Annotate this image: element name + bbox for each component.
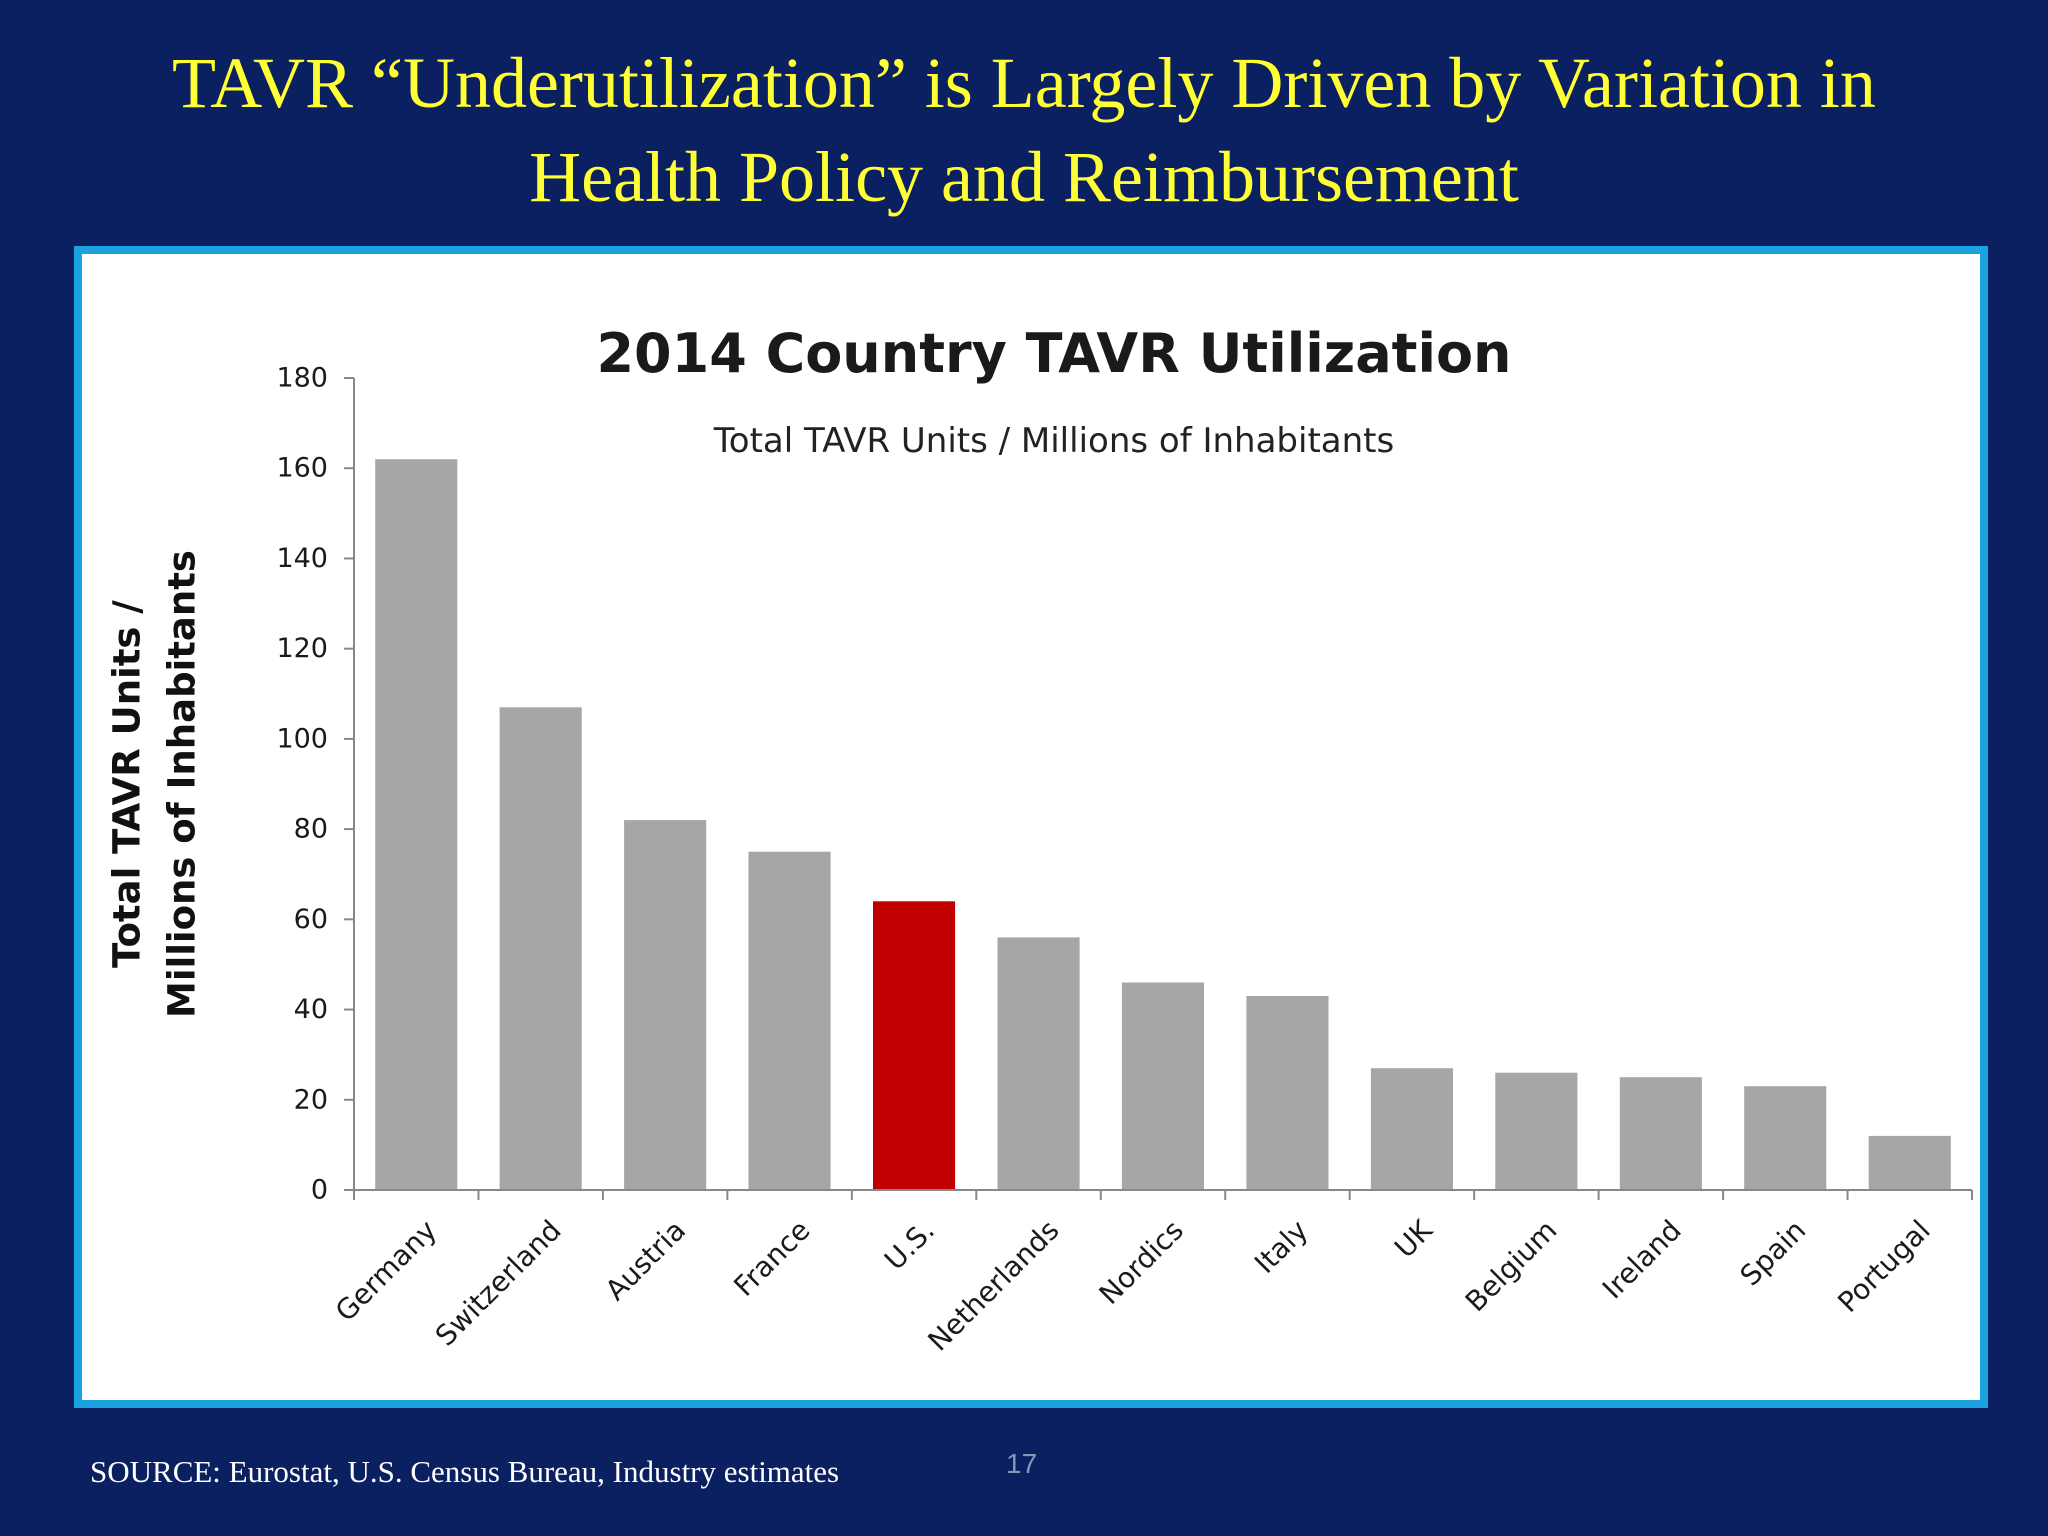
y-tick-label: 0 — [311, 1175, 328, 1206]
chart-frame: 2014 Country TAVR Utilization Total TAVR… — [74, 246, 1988, 1408]
source-note: SOURCE: Eurostat, U.S. Census Bureau, In… — [90, 1454, 840, 1489]
y-tick-label: 20 — [294, 1084, 328, 1115]
x-tick-label: Netherlands — [921, 1214, 1065, 1358]
y-tick-label: 100 — [276, 723, 328, 754]
bar-u-s — [873, 901, 956, 1190]
bar-ireland — [1619, 1077, 1702, 1190]
y-tick-label: 160 — [276, 453, 328, 484]
plot-area: 0 20 40 60 80 100 120 140 160 180 GermanySwitzerla… — [276, 363, 1973, 1358]
slide-number: 17 — [1006, 1448, 1038, 1479]
y-tick-label: 120 — [276, 633, 328, 664]
x-tick-label: Spain — [1734, 1214, 1813, 1293]
chart-subtitle: Total TAVR Units / Millions of Inhabitan… — [713, 421, 1394, 461]
bar-france — [748, 851, 831, 1190]
bar-italy — [1246, 996, 1329, 1190]
y-axis-label-line-1: Total TAVR Units / — [106, 600, 149, 968]
slide-title: TAVR “Underutilization” is Largely Drive… — [0, 36, 2048, 224]
x-tick-label: Switzerland — [429, 1214, 568, 1353]
x-tick-label: Italy — [1248, 1214, 1314, 1280]
bar-switzerland — [499, 707, 582, 1190]
bar-uk — [1370, 1068, 1453, 1190]
bar-spain — [1744, 1086, 1827, 1190]
bar-netherlands — [997, 937, 1080, 1190]
bar-germany — [375, 459, 458, 1190]
x-tick-label: Austria — [599, 1214, 692, 1307]
y-tick-label: 140 — [276, 543, 328, 574]
bar-austria — [624, 820, 707, 1190]
chart-title: 2014 Country TAVR Utilization — [596, 322, 1511, 385]
y-tick-label: 180 — [276, 363, 328, 394]
x-tick-label: UK — [1388, 1213, 1439, 1264]
y-tick-label: 40 — [294, 994, 328, 1025]
y-tick-label: 80 — [294, 814, 328, 845]
bar-chart: 2014 Country TAVR Utilization Total TAVR… — [106, 322, 1973, 1358]
y-axis-label-line-2: Millions of Inhabitants — [161, 550, 204, 1018]
y-axis-label: Total TAVR Units / Millions of Inhabitan… — [106, 550, 204, 1018]
x-tick-label: Belgium — [1459, 1214, 1564, 1319]
slide-title-line-2: Health Policy and Reimbursement — [529, 137, 1519, 217]
x-tick-label: France — [727, 1214, 816, 1303]
x-tick-label: U.S. — [878, 1214, 941, 1277]
x-tick-label: Ireland — [1596, 1214, 1688, 1306]
x-tick-label: Portugal — [1831, 1214, 1936, 1319]
bar-nordics — [1121, 982, 1204, 1190]
x-tick-label: Nordics — [1093, 1214, 1190, 1311]
x-tick-label: Germany — [329, 1214, 443, 1328]
slide-title-line-1: TAVR “Underutilization” is Largely Drive… — [172, 43, 1876, 123]
bar-belgium — [1495, 1072, 1578, 1190]
y-tick-label: 60 — [294, 904, 328, 935]
bar-portugal — [1868, 1135, 1951, 1190]
